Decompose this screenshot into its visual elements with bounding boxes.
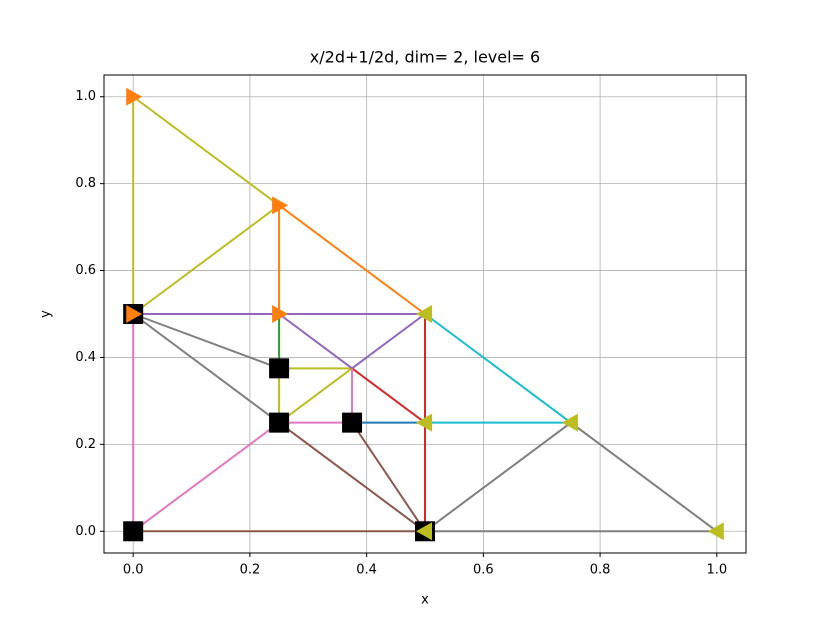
x-tick-label: 0.4: [356, 563, 377, 578]
x-tick-label: 0.8: [590, 563, 611, 578]
y-tick-label: 0.6: [75, 263, 96, 278]
y-tick-label: 0.8: [75, 176, 96, 191]
square-marker: [269, 358, 290, 379]
y-tick-label: 0.4: [75, 350, 96, 365]
chart-title: x/2d+1/2d, dim= 2, level= 6: [310, 48, 540, 67]
y-tick-label: 0.0: [75, 524, 96, 539]
y-tick-label: 1.0: [75, 89, 96, 104]
line-series: [132, 313, 718, 533]
triangle-marker: [272, 196, 289, 215]
triangle-marker: [416, 305, 432, 323]
line-series: [132, 314, 354, 533]
triangle-marker: [272, 305, 289, 323]
square-marker: [123, 521, 144, 542]
line-series: [424, 313, 572, 424]
triangle-marker: [126, 87, 143, 106]
triangle-marker: [561, 413, 578, 432]
x-tick-label: 1.0: [706, 563, 727, 578]
triangle-marker: [416, 522, 432, 541]
x-tick-label: 0.0: [123, 563, 144, 578]
square-marker: [269, 412, 290, 433]
x-tick-label: 0.2: [240, 563, 261, 578]
triangle-marker: [707, 522, 724, 541]
y-axis-label: y: [39, 310, 54, 318]
line-series: [278, 204, 426, 315]
plot-frame: [103, 74, 747, 554]
line-series: [133, 421, 426, 533]
x-axis-label: x: [421, 593, 429, 608]
line-series: [132, 95, 353, 424]
triangle-marker: [126, 305, 143, 323]
triangle-marker: [416, 413, 432, 432]
x-tick-label: 0.6: [473, 563, 494, 578]
y-tick-label: 0.2: [75, 437, 96, 452]
square-marker: [342, 412, 363, 433]
